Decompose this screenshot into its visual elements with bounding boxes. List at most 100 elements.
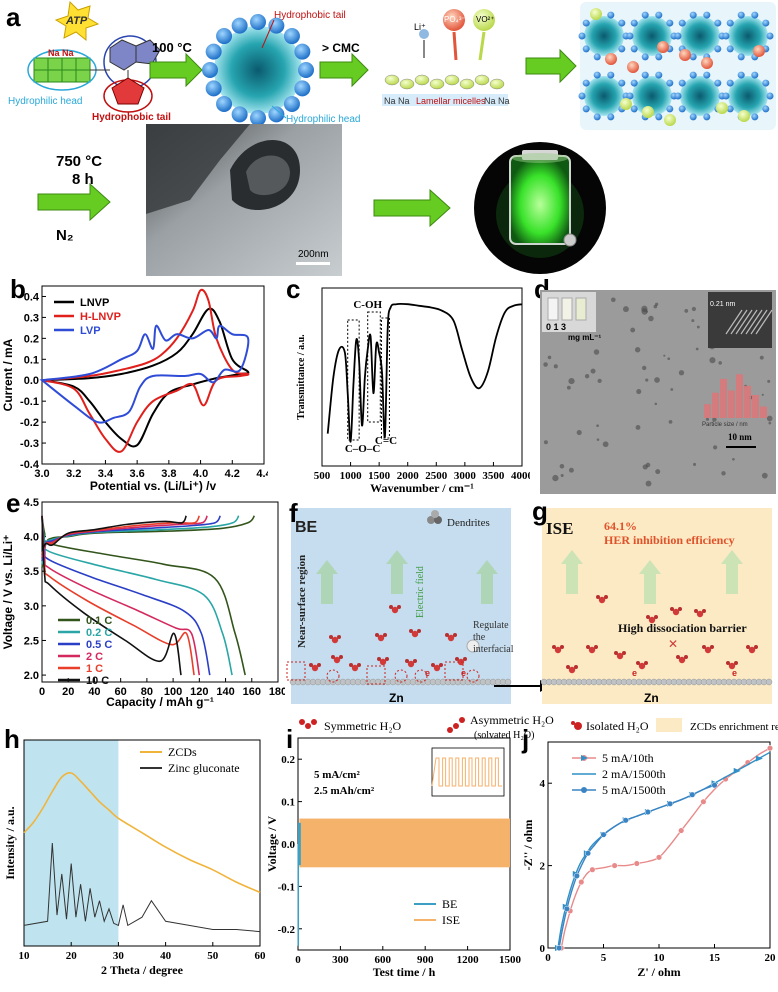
xrd-chart: 10 20 30 40 50 60 ZCDs Zinc gluconate 2 Theta / … (3, 739, 267, 977)
water-molecules-ise: ✕ (552, 595, 758, 674)
nanoparticle-dot (560, 474, 564, 478)
nanoparticle-dot (641, 305, 648, 312)
plot-frame (41, 285, 265, 465)
assembly-bead (689, 11, 697, 19)
assembly-bead (641, 11, 649, 19)
water-molecule (405, 659, 417, 668)
assembly-bead (751, 113, 759, 121)
nanoparticle-dot (648, 315, 654, 322)
nanoparticle-dot (576, 430, 582, 436)
ise-title: ISE (546, 519, 573, 538)
nanoparticle-dot (642, 365, 647, 371)
nanoparticle-dot (768, 421, 772, 425)
electron-circle (414, 669, 428, 683)
x-tick-label: 1500 (368, 470, 391, 482)
y-tick-label: 2.0 (24, 670, 39, 682)
nanoparticle-dot (670, 388, 674, 391)
x-tick-label: 10 (654, 952, 666, 964)
eis-marker (633, 860, 640, 867)
hydrophobic-tail-label-2: Hydrophobic tail (274, 10, 346, 21)
nanoparticle-dot (584, 373, 590, 379)
electron-symbol: e (425, 668, 430, 678)
assembly-bead (618, 45, 626, 53)
assembly-ion (753, 45, 765, 57)
y-tick-label: 0.4 (24, 291, 40, 303)
zn-label-be: Zn (389, 691, 404, 705)
x-tick-label: 1500 (499, 954, 522, 966)
arrow-step-1 (149, 52, 203, 88)
dendrites-label: Dendrites (447, 517, 490, 529)
micelle-head-bead (231, 106, 248, 123)
nanoparticle-dot (645, 378, 649, 382)
discharge-curve (41, 515, 182, 676)
hydrophobic-tail-label: Hydrophobic tail (92, 112, 171, 123)
water-molecule (377, 657, 389, 666)
electron-symbol: e (732, 668, 737, 678)
nanoparticle-dot (721, 471, 726, 476)
eis-marker (600, 831, 607, 838)
lamellar-ion (489, 78, 505, 90)
zn-label-ise: Zn (644, 691, 659, 705)
lattice-spacing: 0.21 nm (710, 301, 735, 308)
eis-marker (644, 808, 651, 816)
eis-marker (678, 827, 685, 834)
assembly-bead (737, 71, 745, 79)
nanoparticle-dot (623, 306, 629, 313)
x-tick-label: 4000 (511, 470, 530, 482)
zcd-series (23, 772, 261, 894)
dendrite-box (444, 661, 464, 681)
legend-label: H-LNVP (80, 311, 121, 323)
near-surface-label: Near-surface region (296, 555, 308, 648)
assembly-bead (762, 79, 770, 87)
assembly-bead (726, 45, 734, 53)
assembly-ion (657, 41, 669, 53)
x-tick-label: 30 (113, 950, 125, 962)
assembly-bead (630, 45, 638, 53)
assembly-bead (766, 32, 774, 40)
water-molecule (389, 605, 401, 614)
assembly-bead (618, 79, 626, 87)
dendrite-box (286, 661, 306, 681)
x-tick-label: 180 (269, 686, 285, 698)
nanoparticle-dot (630, 327, 636, 333)
legend-marker (581, 755, 588, 761)
x-tick-label: 2500 (425, 470, 448, 482)
assembly-ion (679, 49, 691, 61)
eis-marker (755, 755, 763, 762)
x-tick-label: 3.6 (129, 468, 144, 480)
hydrophilic-head-label-2: Hydrophilic head (286, 114, 361, 125)
nanoparticle-dot (602, 441, 609, 448)
assembly-bead (641, 71, 649, 79)
assembly-bead (714, 45, 722, 53)
y-tick-label: -0.2 (20, 417, 39, 429)
panel-e-label: e (6, 490, 20, 518)
x-tick-label: 100 (164, 686, 182, 698)
nanoparticle-dot (709, 357, 716, 364)
legend-label: 0.2 C (86, 627, 112, 639)
temperature-100c: 100 °C (152, 40, 193, 55)
y-tick-label: 0.2 (24, 333, 39, 345)
plot-frame (23, 739, 261, 947)
assembly-bead (751, 11, 759, 19)
nanoparticle-dot (642, 464, 648, 470)
assembly-bead (703, 11, 711, 19)
y-tick-label: 2.5 (24, 635, 39, 647)
nanoparticle-dot (553, 364, 558, 369)
nanoparticle-dot (693, 462, 697, 466)
water-molecule (694, 609, 706, 618)
lamellar-ion (444, 74, 460, 86)
nanoparticle-dot (695, 347, 699, 351)
assembly-bead (678, 79, 686, 87)
x-tick-label: 500 (314, 470, 331, 482)
lattice-fringe (745, 309, 763, 335)
nanoparticle-dot (543, 362, 548, 367)
water-molecule (636, 661, 648, 670)
water-molecule (676, 655, 688, 664)
assembly-bead (689, 113, 697, 121)
eis-series (558, 784, 715, 949)
li-ion-label: Li⁺ (414, 22, 426, 32)
x-axis-label: Potential vs. (Li/Li⁺) /v (90, 479, 217, 493)
x-tick-label: 3000 (454, 470, 477, 482)
eis-marker (589, 866, 596, 873)
x-tick-label: 60 (255, 950, 267, 962)
